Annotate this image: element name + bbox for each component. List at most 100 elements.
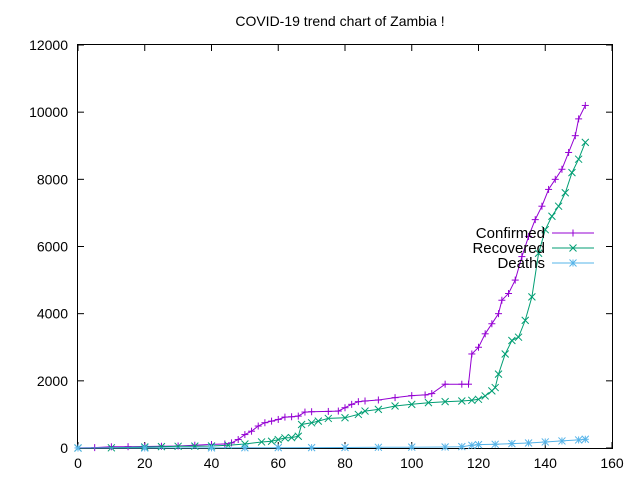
data-point-confirmed [551,175,559,183]
data-point-recovered [441,397,449,406]
data-point-recovered [297,420,306,429]
data-point-deaths [307,443,316,452]
data-point-recovered [354,410,363,419]
data-point-confirmed [107,443,115,451]
data-point-confirmed [261,419,269,427]
data-point-recovered [501,350,510,358]
data-point-recovered [361,407,369,415]
data-point-confirmed [281,413,289,421]
data-point-confirmed [341,404,349,412]
legend-label-confirmed: Confirmed [476,225,545,242]
data-point-deaths [467,441,476,450]
series-layer [74,101,590,452]
data-point-deaths [140,444,149,452]
series-deaths [74,435,590,452]
data-point-recovered [494,370,503,378]
data-point-recovered [457,397,466,405]
data-point-recovered [521,316,530,325]
data-point-recovered [307,418,316,427]
y-tick-label: 12000 [29,37,68,53]
data-point-deaths [207,444,216,452]
data-point-confirmed [518,253,526,261]
data-point-confirmed [301,408,309,416]
data-point-confirmed [525,232,533,240]
data-point-confirmed [481,330,489,338]
data-point-confirmed [581,101,589,109]
data-point-recovered [568,168,576,177]
series-line-confirmed [77,105,586,449]
data-point-recovered [561,188,570,197]
data-point-recovered [548,212,556,221]
data-point-confirmed [241,431,249,439]
data-point-recovered [157,442,166,451]
data-point-confirmed [458,380,466,388]
data-point-confirmed [488,320,496,328]
data-point-confirmed [391,394,399,402]
data-point-confirmed [348,400,356,408]
y-tick-label: 8000 [37,171,68,187]
data-point-recovered [190,442,199,451]
data-point-recovered [491,383,500,392]
data-point-recovered [424,398,433,407]
data-point-confirmed [361,397,369,405]
data-point-deaths [457,442,466,451]
x-tick-label: 80 [337,455,353,471]
data-point-recovered [374,405,383,414]
x-tick-label: 0 [74,455,82,471]
data-point-recovered [324,414,333,423]
data-point-recovered [541,225,550,234]
legend-label-deaths: Deaths [497,255,545,272]
x-tick-label: 160 [600,455,624,471]
y-tick-label: 2000 [37,373,68,389]
y-tick-label: 6000 [37,239,68,255]
data-point-recovered [514,333,523,342]
y-tick-label: 0 [60,440,68,456]
data-point-confirmed [308,408,316,416]
data-point-deaths [341,443,349,452]
x-tick-label: 120 [467,455,491,471]
data-point-confirmed [505,290,513,298]
data-point-deaths [491,440,500,449]
data-point-confirmed [124,443,132,451]
data-point-recovered [508,336,516,345]
series-confirmed [74,101,589,452]
data-point-confirmed [421,391,429,399]
data-point-confirmed [248,427,256,435]
data-point-recovered [294,432,303,441]
y-tick-label: 10000 [29,104,68,120]
data-point-recovered [287,433,296,442]
x-tick-label: 60 [270,455,286,471]
data-point-deaths [558,437,566,445]
data-point-confirmed [374,396,382,404]
data-point-confirmed [254,422,262,430]
data-point-recovered [481,392,490,400]
series-recovered [74,138,590,452]
data-point-deaths [474,440,483,449]
data-point-recovered [314,417,323,425]
data-point-recovered [257,438,266,446]
x-tick-label: 20 [137,455,153,471]
data-point-recovered [274,435,283,444]
legend-marker-deaths [569,259,577,267]
data-point-confirmed [571,132,579,140]
data-point-confirmed [354,398,362,406]
data-point-recovered [241,440,249,448]
legend-marker-confirmed [569,229,577,237]
data-point-recovered [581,138,590,147]
data-point-recovered [407,400,416,409]
data-point-confirmed [531,216,539,224]
data-point-confirmed [558,165,566,173]
data-point-confirmed [495,310,503,318]
data-point-deaths [241,443,249,452]
data-point-confirmed [498,296,506,304]
y-tick-label: 4000 [37,306,68,322]
axis-ticks: 0 20 40 60 80 100 120 140 160 0 2000 4000 6000 8000 10… [29,37,624,471]
data-point-deaths [74,444,82,452]
x-tick-label: 100 [400,455,424,471]
data-point-confirmed [294,412,302,420]
data-point-confirmed [268,417,276,425]
data-point-recovered [574,155,583,164]
